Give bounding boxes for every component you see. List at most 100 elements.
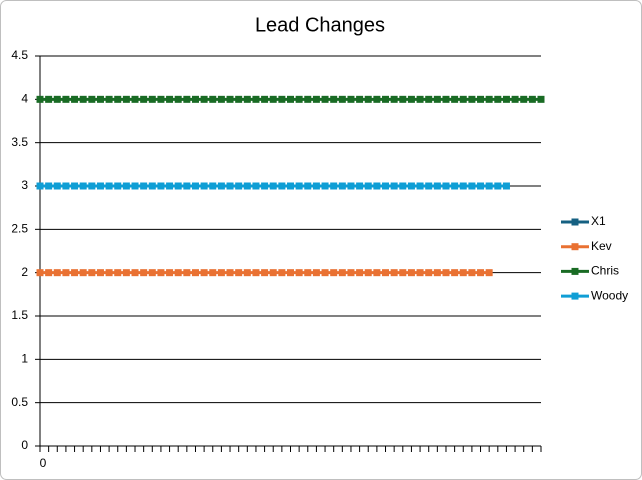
series-marker: [79, 269, 87, 277]
series-marker: [485, 269, 493, 277]
series-marker: [226, 95, 234, 103]
series-marker: [96, 269, 104, 277]
series-marker: [295, 182, 303, 190]
series-marker: [287, 269, 294, 277]
series-marker: [338, 95, 346, 103]
series-marker: [382, 95, 390, 103]
series-marker: [459, 95, 467, 103]
series-marker: [217, 95, 225, 103]
series-marker: [364, 95, 372, 103]
y-tick-label: 4.5: [11, 48, 28, 62]
series-marker: [114, 269, 122, 277]
series-marker: [537, 95, 545, 103]
series-marker: [200, 95, 208, 103]
series-marker: [295, 95, 303, 103]
series-marker: [53, 182, 61, 190]
series-marker: [347, 182, 355, 190]
series-marker: [36, 269, 44, 277]
series-marker: [131, 269, 139, 277]
series-marker: [157, 269, 165, 277]
series-marker: [468, 95, 476, 103]
series-marker: [520, 95, 528, 103]
series-marker: [477, 182, 485, 190]
series-marker: [261, 269, 269, 277]
series-marker: [71, 182, 79, 190]
series-marker: [148, 95, 156, 103]
series-marker: [62, 269, 70, 277]
legend-label: Kev: [591, 239, 612, 253]
series-marker: [235, 95, 243, 103]
series-marker: [502, 95, 510, 103]
series-marker: [373, 182, 381, 190]
series-marker: [416, 95, 424, 103]
series-marker: [304, 95, 312, 103]
series-marker: [494, 182, 502, 190]
y-tick-label: 1: [21, 352, 28, 366]
series-marker: [477, 95, 485, 103]
series-marker: [356, 95, 364, 103]
series-marker: [528, 95, 536, 103]
series-marker: [382, 269, 390, 277]
series-marker: [338, 182, 346, 190]
series-marker: [321, 269, 329, 277]
series-marker: [114, 95, 122, 103]
series-marker: [148, 182, 156, 190]
series-marker: [140, 269, 148, 277]
series-marker: [131, 95, 139, 103]
series-marker: [459, 269, 467, 277]
series-marker: [183, 182, 191, 190]
series-marker: [209, 95, 217, 103]
series-marker: [209, 182, 217, 190]
series-marker: [140, 95, 148, 103]
series-marker: [269, 182, 277, 190]
series-marker: [243, 95, 251, 103]
series-marker: [407, 95, 415, 103]
series-marker: [148, 269, 156, 277]
series-marker: [122, 269, 130, 277]
series-marker: [114, 182, 122, 190]
series-marker: [451, 269, 459, 277]
series-marker: [390, 95, 398, 103]
series-marker: [62, 95, 70, 103]
legend-marker: [571, 243, 579, 251]
series-marker: [105, 95, 113, 103]
series-marker: [45, 95, 53, 103]
series-marker: [364, 182, 372, 190]
series-marker: [451, 182, 459, 190]
y-tick-label: 3: [21, 178, 28, 192]
series-marker: [356, 269, 364, 277]
series-marker: [356, 182, 364, 190]
series-marker: [157, 95, 165, 103]
series-marker: [269, 269, 277, 277]
series-marker: [442, 269, 450, 277]
series-marker: [88, 269, 96, 277]
series-marker: [425, 95, 433, 103]
series-marker: [451, 95, 459, 103]
series-marker: [105, 182, 113, 190]
legend-label: Chris: [591, 264, 619, 278]
series-marker: [261, 182, 269, 190]
series-marker: [295, 269, 303, 277]
series-marker: [226, 269, 234, 277]
series-marker: [62, 182, 70, 190]
chart-title: Lead Changes: [255, 14, 385, 36]
y-tick-label: 0: [21, 438, 28, 452]
series-marker: [252, 182, 260, 190]
series-marker: [433, 182, 441, 190]
series-marker: [226, 182, 234, 190]
series-marker: [217, 182, 225, 190]
series-marker: [425, 269, 433, 277]
series-marker: [252, 95, 260, 103]
series-marker: [364, 269, 372, 277]
series-marker: [330, 182, 338, 190]
series-marker: [252, 269, 260, 277]
series-marker: [330, 95, 338, 103]
series-marker: [88, 182, 96, 190]
series-marker: [304, 182, 312, 190]
series-marker: [459, 182, 467, 190]
series-marker: [433, 95, 441, 103]
series-marker: [183, 95, 191, 103]
y-tick-label: 0.5: [11, 395, 28, 409]
series-marker: [399, 269, 407, 277]
series-marker: [312, 269, 320, 277]
